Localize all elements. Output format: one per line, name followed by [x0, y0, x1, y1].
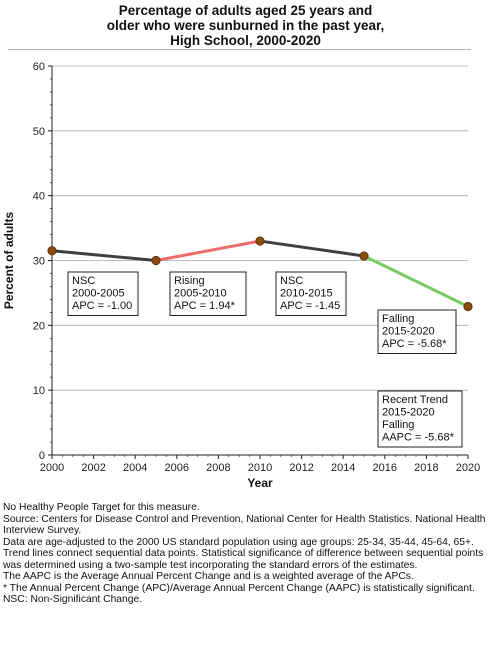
annotation-text: AAPC = -5.68* — [382, 432, 455, 444]
annotation-text: APC = -1.45 — [280, 300, 340, 312]
annotation-text: APC = 1.94* — [174, 300, 236, 312]
annotation-text: 2015-2020 — [382, 407, 435, 419]
footer-note: NSC: Non-Significant Change. — [3, 594, 143, 605]
y-tick-label: 30 — [33, 256, 45, 268]
annotation-text: 2015-2020 — [382, 326, 435, 338]
x-tick-label: 2004 — [123, 462, 147, 474]
footer-note: The AAPC is the Average Annual Percent C… — [3, 571, 414, 582]
annotation-box — [377, 390, 463, 448]
x-axis-label: Year — [247, 476, 273, 490]
annotation-text: NSC — [280, 275, 303, 287]
annotation-box — [67, 271, 139, 316]
y-tick-label: 20 — [33, 320, 45, 332]
footer-note: * The Annual Percent Change (APC)/Averag… — [3, 582, 475, 594]
footer-note: Data are age-adjusted to the 2000 US sta… — [3, 536, 474, 548]
line-chart: 0 10 20 30 40 50 60 2000 2002 2004 2006 2008 2010 201… — [2, 61, 480, 490]
trend-segment — [362, 254, 470, 309]
chart-title-line-1: Percentage of adults aged 25 years and — [118, 3, 373, 18]
annotation-text: 2010-2015 — [280, 288, 333, 300]
x-tick-label: 2000 — [40, 462, 64, 474]
data-point — [47, 246, 57, 256]
x-tick-label: 2016 — [373, 462, 397, 474]
footer-note: Source: Centers for Disease Control and … — [3, 513, 486, 537]
y-axis-label: Percent of adults — [2, 212, 16, 310]
y-tick-label: 60 — [33, 61, 45, 73]
x-tick-label: 2014 — [331, 462, 355, 474]
annotation-text: Falling — [382, 419, 414, 431]
y-tick-label: 10 — [33, 385, 45, 397]
annotation-box — [275, 271, 347, 316]
x-tick-label: 2018 — [414, 462, 438, 474]
x-tick-label: 2002 — [81, 462, 105, 474]
annotation-box — [377, 309, 457, 354]
y-tick-label: 50 — [33, 126, 45, 138]
footer-note: No Healthy People Target for this measur… — [3, 502, 200, 513]
x-tick-label: 2008 — [206, 462, 230, 474]
x-tick-label: 2006 — [165, 462, 189, 474]
title-divider — [8, 49, 471, 50]
x-tick-label: 2020 — [456, 462, 480, 474]
footer-notes: No Healthy People Target for this measur… — [3, 502, 491, 606]
annotation-text: NSC — [72, 275, 95, 287]
annotation-text: 2000-2005 — [72, 288, 125, 300]
annotation-box — [169, 271, 247, 316]
trend-segment — [50, 249, 158, 262]
annotation-text: APC = -5.68* — [382, 338, 447, 350]
data-point — [151, 255, 161, 266]
y-tick-label: 0 — [39, 450, 45, 462]
chart-title-line-2: older who were sunburned in the past yea… — [106, 18, 385, 33]
data-point — [255, 236, 265, 246]
annotation-text: APC = -1.00 — [72, 300, 132, 312]
data-point — [359, 251, 369, 261]
trend-segment — [258, 239, 366, 258]
x-tick-label: 2010 — [248, 462, 272, 474]
annotation-text: Recent Trend — [382, 394, 448, 406]
annotation-text: 2005-2010 — [174, 288, 227, 300]
x-tick-label: 2012 — [289, 462, 313, 474]
footer-note: Trend lines connect sequential data poin… — [3, 548, 484, 571]
chart-title-line-3: High School, 2000-2020 — [170, 33, 321, 48]
annotation-text: Falling — [382, 313, 414, 325]
trend-segment — [154, 239, 262, 262]
chart-title: Percentage of adults aged 25 years and o… — [0, 3, 491, 48]
y-tick-label: 40 — [33, 191, 45, 203]
annotation-text: Rising — [174, 275, 205, 287]
data-point — [463, 301, 473, 312]
